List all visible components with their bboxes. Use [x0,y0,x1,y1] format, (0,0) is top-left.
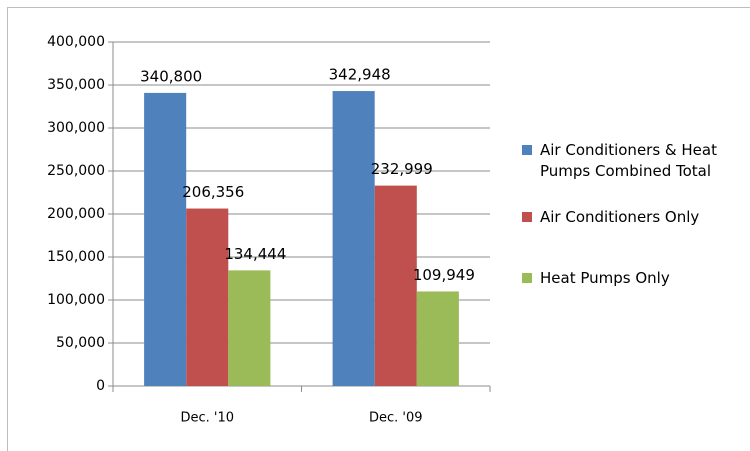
y-tick-label: 0 [96,378,105,394]
bar [332,91,375,386]
y-tick-label: 50,000 [56,335,105,351]
data-label: 340,800 [140,67,202,85]
data-label: 109,949 [413,266,475,284]
y-tick-label: 350,000 [47,77,105,93]
bar [228,270,271,386]
legend-swatch [522,273,532,283]
data-label: 206,356 [182,183,244,201]
bar [144,92,187,387]
legend-label: Air Conditioners Only [540,208,700,226]
y-tick-label: 300,000 [47,120,105,136]
x-tick-label: Dec. '10 [180,411,234,426]
y-tick-label: 150,000 [47,249,105,265]
legend-item: Heat Pumps Only [522,268,750,289]
data-label: 232,999 [371,160,433,178]
legend-label: Heat Pumps Only [540,269,670,287]
y-tick-label: 200,000 [47,206,105,222]
y-tick-label: 250,000 [47,163,105,179]
y-tick-label: 400,000 [47,34,105,50]
legend-swatch [522,145,532,155]
legend-swatch [522,212,532,222]
x-tick-label: Dec. '09 [369,411,423,426]
bar [374,185,417,386]
bar [416,291,459,386]
bar [186,208,229,386]
legend-item: Air Conditioners Only [522,207,750,228]
data-label: 342,948 [329,66,391,84]
legend-item: Air Conditioners & Heat Pumps Combined T… [522,140,750,182]
data-label: 134,444 [224,245,286,263]
y-tick-label: 100,000 [47,292,105,308]
legend-label: Air Conditioners & Heat Pumps Combined T… [540,141,717,180]
